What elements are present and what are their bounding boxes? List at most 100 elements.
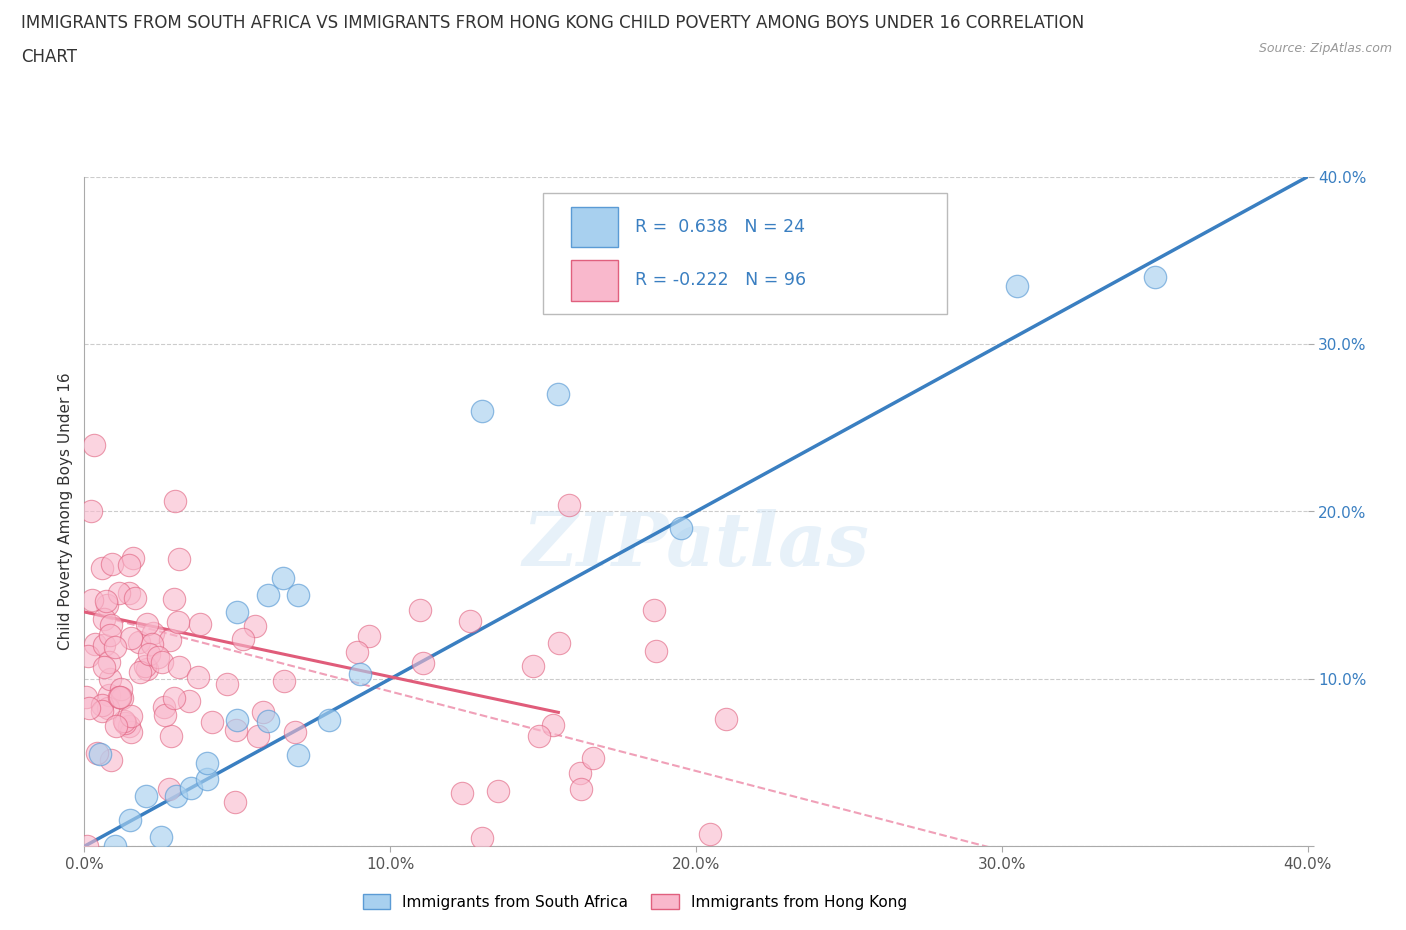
Point	[346, 644, 368, 659]
Point	[114, 715, 136, 730]
Point	[451, 786, 474, 801]
Point	[159, 632, 181, 647]
Point	[80, 592, 103, 607]
Point	[112, 713, 135, 728]
Point	[167, 615, 190, 630]
Point	[471, 830, 494, 845]
Point	[128, 634, 150, 649]
Point	[569, 781, 592, 796]
Point	[141, 637, 163, 652]
Point	[118, 585, 141, 600]
Point	[93, 659, 115, 674]
Point	[90, 704, 112, 719]
Point	[471, 404, 494, 418]
Point	[91, 560, 114, 575]
Point	[96, 598, 118, 613]
Point	[146, 650, 169, 665]
Point	[120, 709, 142, 724]
Point	[699, 827, 721, 842]
Point	[124, 591, 146, 605]
Point	[252, 705, 274, 720]
Point	[201, 715, 224, 730]
Point	[111, 690, 134, 705]
Bar	[571, 260, 617, 300]
Point	[257, 713, 280, 728]
Point	[226, 712, 249, 727]
Point	[163, 494, 186, 509]
Point	[747, 236, 769, 251]
Bar	[571, 206, 617, 247]
Point	[128, 665, 150, 680]
Point	[118, 718, 141, 733]
Point	[167, 659, 190, 674]
Point	[149, 830, 172, 845]
Point	[582, 751, 605, 765]
Point	[644, 644, 666, 658]
Point	[100, 752, 122, 767]
Text: Source: ZipAtlas.com: Source: ZipAtlas.com	[1258, 42, 1392, 55]
Text: ZIPatlas: ZIPatlas	[523, 509, 869, 581]
Point	[98, 628, 121, 643]
Text: CHART: CHART	[21, 48, 77, 66]
Point	[118, 558, 141, 573]
Point	[195, 755, 218, 770]
Point	[568, 765, 591, 780]
Point	[243, 618, 266, 633]
Point	[89, 747, 111, 762]
Point	[135, 789, 157, 804]
Point	[138, 646, 160, 661]
Point	[217, 676, 239, 691]
Point	[246, 728, 269, 743]
Point	[83, 437, 105, 452]
Point	[105, 718, 128, 733]
Point	[93, 637, 115, 652]
Point	[287, 748, 309, 763]
Point	[110, 682, 132, 697]
Point	[98, 655, 121, 670]
Point	[157, 782, 180, 797]
Point	[104, 839, 127, 854]
Point	[77, 648, 100, 663]
Y-axis label: Child Poverty Among Boys Under 16: Child Poverty Among Boys Under 16	[58, 373, 73, 650]
Point	[76, 839, 98, 854]
Point	[100, 618, 122, 632]
Point	[134, 659, 156, 674]
Point	[541, 717, 564, 732]
Point	[107, 586, 129, 601]
Legend: Immigrants from South Africa, Immigrants from Hong Kong: Immigrants from South Africa, Immigrants…	[357, 888, 912, 916]
Point	[150, 655, 173, 670]
Point	[180, 780, 202, 795]
Point	[80, 503, 103, 518]
Text: R = -0.222   N = 96: R = -0.222 N = 96	[636, 272, 806, 289]
Point	[225, 723, 247, 737]
Point	[120, 813, 142, 828]
Point	[155, 707, 177, 722]
Point	[522, 658, 544, 673]
Point	[98, 688, 121, 703]
Point	[163, 591, 186, 606]
Point	[75, 690, 97, 705]
Point	[120, 631, 142, 645]
Text: R =  0.638   N = 24: R = 0.638 N = 24	[636, 218, 804, 236]
Point	[349, 667, 371, 682]
Point	[86, 745, 108, 760]
Point	[232, 631, 254, 646]
Point	[226, 604, 249, 619]
Point	[284, 724, 307, 739]
Point	[121, 551, 143, 565]
Point	[83, 636, 105, 651]
Text: IMMIGRANTS FROM SOUTH AFRICA VS IMMIGRANTS FROM HONG KONG CHILD POVERTY AMONG BO: IMMIGRANTS FROM SOUTH AFRICA VS IMMIGRAN…	[21, 14, 1084, 32]
Point	[153, 699, 176, 714]
Point	[187, 670, 209, 684]
Point	[548, 635, 571, 650]
Point	[547, 387, 569, 402]
Point	[412, 656, 434, 671]
Point	[98, 671, 121, 686]
Point	[97, 700, 120, 715]
Point	[103, 640, 125, 655]
Point	[271, 571, 294, 586]
Point	[669, 521, 692, 536]
Point	[77, 701, 100, 716]
Point	[643, 603, 665, 618]
Point	[458, 614, 481, 629]
